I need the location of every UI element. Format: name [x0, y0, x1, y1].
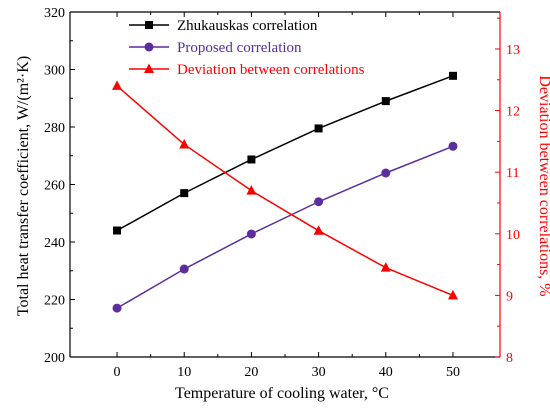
legend-marker — [144, 63, 154, 73]
x-axis-ticks: 0 10 20 30 40 50 — [114, 12, 460, 380]
legend-label: Proposed correlation — [177, 40, 302, 56]
data-point — [112, 80, 123, 90]
data-point — [314, 197, 324, 207]
data-point — [381, 168, 391, 178]
legend-marker — [144, 42, 154, 52]
x-tick-label: 40 — [379, 365, 393, 380]
y-axis-left-ticks: 200 220 240 260 280 300 320 — [44, 6, 75, 366]
y-right-tick-label: 13 — [506, 43, 520, 58]
legend-label: Zhukauskas correlation — [177, 18, 318, 34]
legend-marker — [145, 21, 153, 29]
x-axis-label: Temperature of cooling water, °C — [175, 385, 389, 402]
data-point — [314, 124, 323, 133]
data-point — [247, 155, 256, 164]
y-right-tick-label: 12 — [506, 105, 520, 120]
series-3 — [112, 80, 458, 300]
data-point — [113, 226, 122, 235]
series-line — [116, 85, 454, 297]
y-left-tick-label: 200 — [44, 351, 65, 366]
y-axis-right-ticks: 8 9 10 11 12 13 — [495, 17, 520, 366]
y-right-tick-label: 8 — [506, 351, 513, 366]
x-tick-label: 50 — [446, 365, 460, 380]
y-left-tick-label: 260 — [44, 179, 65, 194]
data-point — [179, 264, 189, 274]
data-point — [448, 141, 458, 151]
data-point — [381, 97, 390, 106]
y-left-tick-label: 220 — [44, 294, 65, 309]
x-tick-label: 20 — [244, 365, 258, 380]
data-point — [180, 189, 189, 198]
data-point — [246, 229, 256, 239]
data-point — [179, 138, 190, 149]
y-axis-left-label: Total heat transfer coefficient, W/(m²·K… — [15, 56, 32, 316]
y-right-tick-label: 9 — [506, 289, 513, 304]
y-left-tick-label: 280 — [44, 121, 65, 136]
y-left-tick-label: 320 — [44, 6, 65, 21]
data-point — [112, 303, 122, 313]
x-tick-label: 10 — [177, 365, 191, 380]
series-layer — [112, 71, 458, 313]
series-1 — [113, 71, 457, 235]
data-point — [246, 185, 257, 195]
data-point — [380, 262, 391, 272]
series-line — [116, 145, 454, 309]
y-left-tick-label: 240 — [44, 236, 65, 251]
x-tick-label: 30 — [312, 365, 326, 380]
data-point — [447, 289, 458, 300]
y-right-tick-label: 10 — [506, 228, 520, 243]
x-tick-label: 0 — [114, 365, 121, 380]
y-left-tick-label: 300 — [44, 64, 65, 79]
y-right-tick-label: 11 — [506, 166, 519, 181]
series-line — [116, 75, 454, 232]
legend: Zhukauskas correlation Proposed correlati… — [129, 18, 365, 78]
y-axis-right-label: Deviation between correlations, % — [536, 75, 550, 296]
series-2 — [112, 141, 458, 313]
legend-label: Deviation between correlations — [177, 62, 365, 78]
data-point — [448, 71, 457, 80]
data-point — [313, 225, 324, 235]
